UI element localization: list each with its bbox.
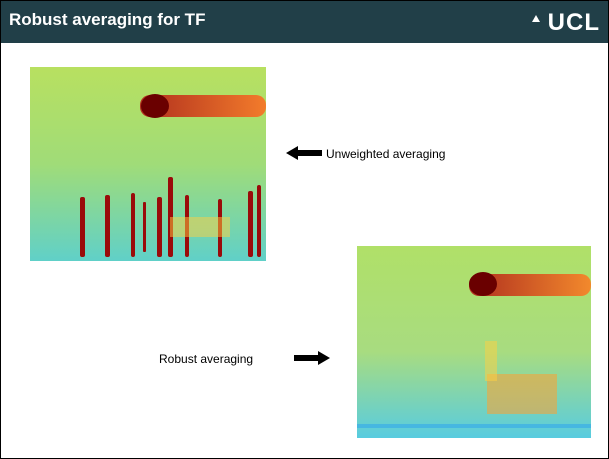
- tf-image-robust: [357, 246, 591, 438]
- arrow-right: [294, 351, 330, 365]
- logo: UCL: [548, 9, 600, 37]
- image-feature: [485, 341, 497, 381]
- image-feature: [469, 272, 497, 296]
- slide-title: Robust averaging for TF: [9, 10, 205, 30]
- slide: Robust averaging for TF UCL: [0, 0, 609, 459]
- image-feature: [170, 217, 230, 237]
- arrow-left: [286, 146, 322, 160]
- header-bar: Robust averaging for TF UCL: [1, 1, 608, 43]
- tf-image-unweighted: [30, 67, 266, 261]
- image-feature: [487, 374, 557, 414]
- label-unweighted: Unweighted averaging: [326, 147, 445, 161]
- image-feature: [141, 94, 169, 118]
- logo-mark: [532, 15, 540, 22]
- label-robust: Robust averaging: [159, 352, 253, 366]
- image-feature: [357, 424, 591, 428]
